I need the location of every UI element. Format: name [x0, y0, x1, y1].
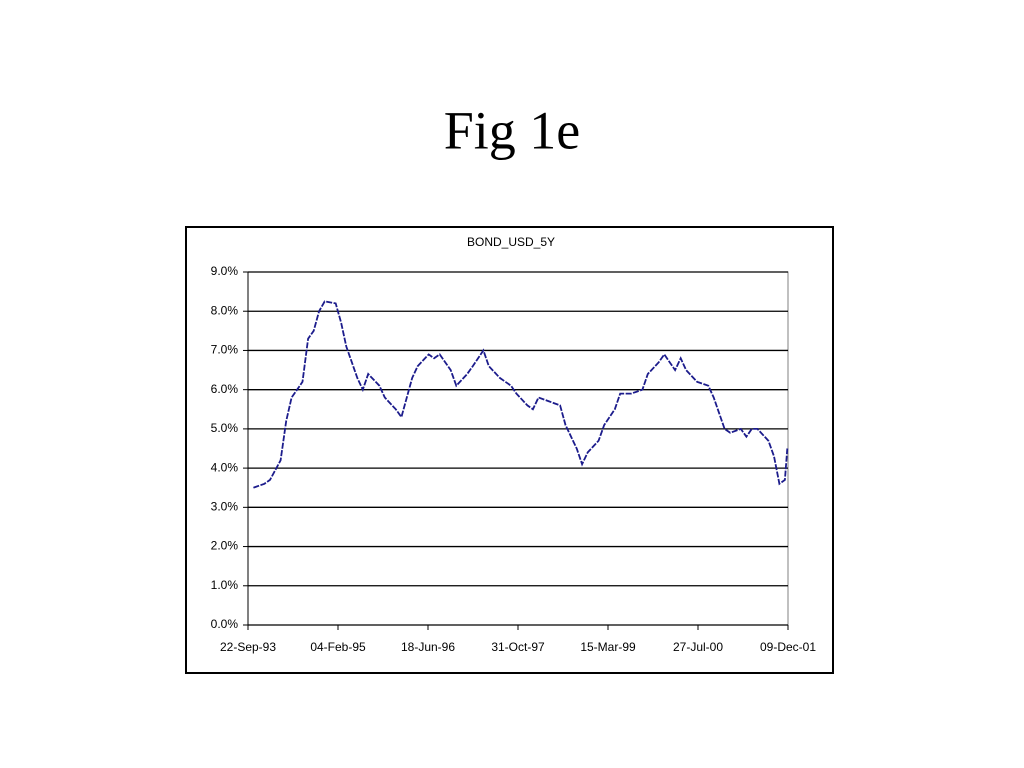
slide-title: Fig 1e	[444, 100, 581, 160]
chart-frame	[185, 226, 834, 674]
y-tick-label: 7.0%	[211, 343, 239, 357]
chart-title: BOND_USD_5Y	[467, 235, 555, 249]
x-tick-label: 18-Jun-96	[401, 640, 455, 654]
y-tick-label: 3.0%	[211, 500, 239, 514]
y-tick-label: 9.0%	[211, 264, 239, 278]
x-tick-label: 31-Oct-97	[491, 640, 545, 654]
x-tick-label: 27-Jul-00	[673, 640, 723, 654]
data-line	[253, 300, 789, 489]
y-tick-label: 2.0%	[211, 539, 239, 553]
x-tick-label: 22-Sep-93	[220, 640, 276, 654]
y-tick-label: 5.0%	[211, 421, 239, 435]
y-tick-label: 1.0%	[211, 578, 239, 592]
x-tick-label: 15-Mar-99	[580, 640, 636, 654]
y-tick-label: 6.0%	[211, 382, 239, 396]
x-tick-label: 04-Feb-95	[310, 640, 366, 654]
y-tick-label: 4.0%	[211, 460, 239, 474]
y-tick-label: 0.0%	[211, 617, 239, 631]
y-tick-label: 8.0%	[211, 303, 239, 317]
x-tick-label: 09-Dec-01	[760, 640, 816, 654]
